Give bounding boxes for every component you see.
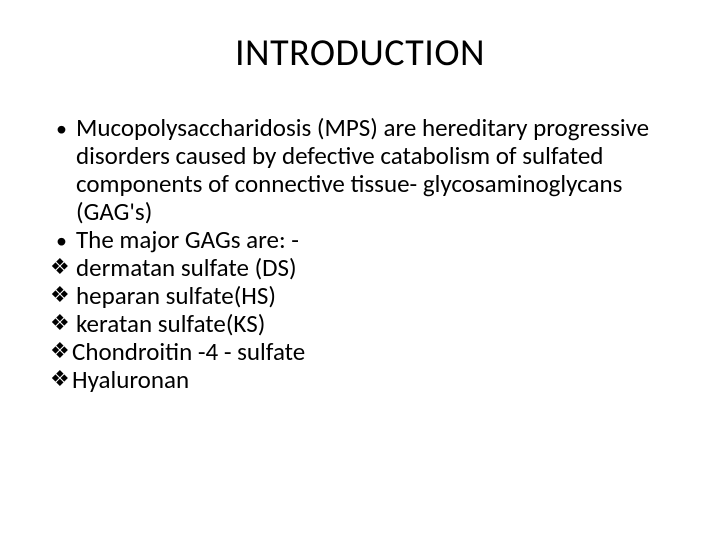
diamond-text: heparan sulfate(HS) [76,282,670,310]
diamond-item: ❖ Hyaluronan [50,366,670,394]
diamond-bullet-icon: ❖ [50,282,76,308]
diamond-bullet-icon: ❖ [50,310,76,336]
diamond-bullet-icon: ❖ [50,254,76,280]
diamond-bullet-icon: ❖ [50,338,72,364]
diamond-text: dermatan sulfate (DS) [76,254,670,282]
diamond-item: ❖ keratan sulfate(KS) [50,310,670,338]
slide-container: { "title": "INTRODUCTION", "bullets": [ … [0,0,720,540]
diamond-bullet-icon: ❖ [50,366,72,392]
diamond-text: keratan sulfate(KS) [76,310,670,338]
bullet-item: Mucopolysaccharidosis (MPS) are heredita… [50,114,670,226]
slide-body: Mucopolysaccharidosis (MPS) are heredita… [50,114,670,394]
bullet-dot-icon [50,226,76,254]
diamond-text: Chondroitin -4 - sulfate [72,338,670,366]
bullet-text: The major GAGs are: - [76,226,670,254]
diamond-text: Hyaluronan [72,366,670,394]
diamond-item: ❖ dermatan sulfate (DS) [50,254,670,282]
slide-title: INTRODUCTION [50,30,670,76]
bullet-text: Mucopolysaccharidosis (MPS) are heredita… [76,114,670,226]
bullet-dot-icon [50,114,76,142]
diamond-item: ❖ heparan sulfate(HS) [50,282,670,310]
diamond-item: ❖ Chondroitin -4 - sulfate [50,338,670,366]
bullet-item: The major GAGs are: - [50,226,670,254]
